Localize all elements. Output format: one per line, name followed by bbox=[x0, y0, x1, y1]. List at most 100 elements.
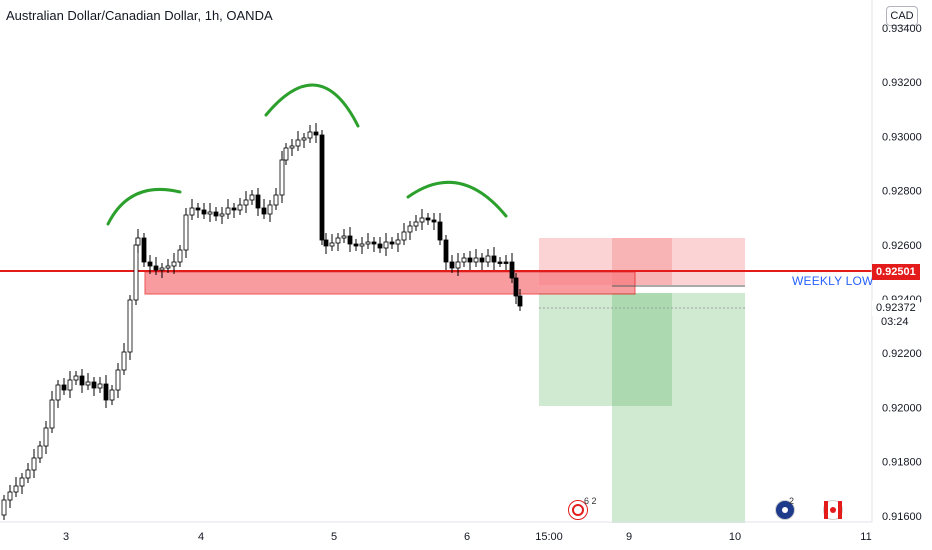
candle-body bbox=[407, 225, 413, 233]
candle-body bbox=[437, 221, 443, 241]
canada-flag-icon[interactable] bbox=[823, 500, 843, 520]
candle-body bbox=[49, 399, 55, 429]
time-tick-label: 6 bbox=[464, 531, 470, 543]
candle-body bbox=[517, 295, 523, 307]
bar-countdown: 03:24 bbox=[881, 316, 909, 328]
candle-body bbox=[319, 134, 325, 241]
candle-body bbox=[329, 242, 335, 247]
economic-event-icon[interactable] bbox=[568, 500, 588, 520]
candle-body bbox=[413, 221, 419, 227]
candle-body bbox=[201, 209, 207, 215]
candle-body bbox=[55, 384, 61, 401]
candle-body bbox=[485, 255, 491, 263]
candle-body bbox=[347, 235, 353, 245]
candle-body bbox=[189, 207, 195, 216]
candle-body bbox=[153, 265, 159, 271]
candle-body bbox=[135, 237, 141, 246]
candle-body bbox=[443, 239, 449, 263]
head-arc[interactable] bbox=[264, 83, 360, 128]
australia-flag-icon[interactable] bbox=[775, 500, 795, 520]
candle-body bbox=[455, 261, 461, 269]
time-tick-label: 4 bbox=[198, 531, 204, 543]
candle-body bbox=[419, 217, 425, 223]
candle-body bbox=[377, 243, 383, 249]
candle-body bbox=[91, 381, 97, 389]
candle-body bbox=[461, 257, 467, 263]
candle-body bbox=[43, 427, 49, 447]
price-tick-label: 0.92200 bbox=[882, 348, 922, 360]
candle-body bbox=[283, 147, 289, 161]
price-tick-label: 0.93000 bbox=[882, 131, 922, 143]
economic-event-count: 6 2 bbox=[584, 496, 597, 506]
candle-body bbox=[13, 485, 19, 493]
weekly-low-label: WEEKLY LOW bbox=[792, 274, 874, 288]
candle-body bbox=[359, 243, 365, 247]
candle-body bbox=[79, 375, 85, 386]
candle-body bbox=[425, 217, 431, 221]
candle-body bbox=[267, 204, 273, 215]
candle-body bbox=[243, 199, 249, 206]
candle-body bbox=[249, 194, 255, 201]
candle-body bbox=[133, 244, 139, 301]
time-tick-label: 9 bbox=[626, 531, 632, 543]
candle-body bbox=[213, 211, 219, 217]
candle-body bbox=[497, 261, 503, 264]
candle-body bbox=[19, 477, 25, 487]
candle-body bbox=[301, 137, 307, 141]
current-price-tag: 0.92501 bbox=[872, 264, 920, 280]
candle-body bbox=[449, 261, 455, 269]
candle-body bbox=[183, 214, 189, 251]
candle-body bbox=[279, 159, 285, 196]
candle-body bbox=[237, 204, 243, 211]
candle-body bbox=[307, 131, 313, 139]
candle-body bbox=[503, 261, 509, 264]
candle-body bbox=[401, 231, 407, 241]
support-zone[interactable] bbox=[144, 271, 636, 295]
candle-body bbox=[395, 239, 401, 245]
candle-body bbox=[261, 207, 267, 215]
time-tick-label: 5 bbox=[331, 531, 337, 543]
economic-event-glyph bbox=[572, 504, 584, 516]
candle-body bbox=[67, 379, 73, 391]
time-tick-label: 11 bbox=[860, 531, 871, 543]
price-tick-label: 0.93200 bbox=[882, 77, 922, 89]
currency-button[interactable]: CAD bbox=[886, 6, 918, 26]
australia-flag-glyph bbox=[782, 507, 788, 513]
candle-body bbox=[273, 194, 279, 206]
time-tick-label: 3 bbox=[63, 531, 69, 543]
candle-body bbox=[467, 257, 473, 263]
time-axis[interactable]: 3 4 5 6 15:00 9 10 11 bbox=[63, 531, 872, 543]
candle-body bbox=[103, 383, 109, 401]
last-price-tag: 0.92372 bbox=[872, 300, 920, 316]
candle-body bbox=[225, 207, 231, 215]
price-tick-label: 0.91600 bbox=[882, 511, 922, 523]
candle-body bbox=[31, 457, 37, 471]
candle-body bbox=[127, 299, 133, 353]
candle-body bbox=[115, 369, 121, 391]
candle-body bbox=[389, 241, 395, 245]
take-profit-overlap bbox=[612, 293, 672, 406]
candle-body bbox=[219, 213, 225, 217]
price-tick-label: 0.91800 bbox=[882, 457, 922, 469]
price-tick-label: 0.92000 bbox=[882, 402, 922, 414]
candle-body bbox=[353, 243, 359, 247]
right-shoulder-arc[interactable] bbox=[406, 180, 508, 218]
candle-body bbox=[323, 239, 329, 247]
candle-body bbox=[513, 277, 519, 297]
candle-body bbox=[109, 389, 115, 401]
left-shoulder-arc[interactable] bbox=[106, 187, 182, 226]
price-tick-label: 0.92800 bbox=[882, 186, 922, 198]
candle-body bbox=[25, 469, 31, 479]
candle-body bbox=[147, 261, 153, 267]
candle-body bbox=[141, 237, 147, 263]
candle-body bbox=[165, 265, 171, 269]
candle-body bbox=[479, 257, 485, 263]
candle-body bbox=[231, 207, 237, 211]
price-tick-label: 0.93400 bbox=[882, 23, 922, 35]
time-tick-label: 10 bbox=[729, 531, 741, 543]
candle-body bbox=[313, 131, 319, 136]
candle-body bbox=[121, 351, 127, 371]
candle-body bbox=[473, 257, 479, 263]
candle-body bbox=[207, 211, 213, 215]
